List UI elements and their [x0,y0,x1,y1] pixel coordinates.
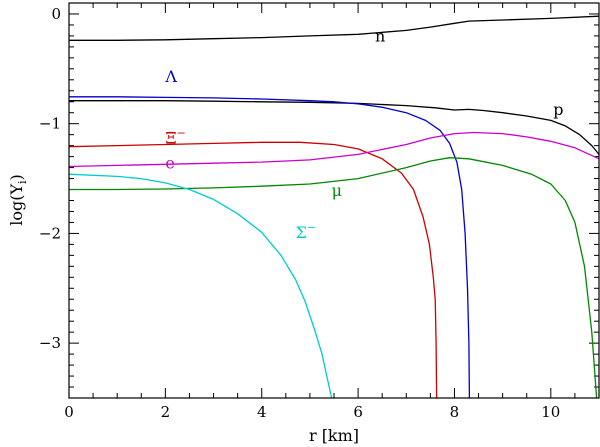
series-label-5: μ [332,181,342,200]
y-tick-label: 0 [51,5,61,23]
series-line-6 [68,173,333,399]
series-label-3: Ξ− [165,126,185,147]
series-line-0 [69,15,600,41]
series-labels: n p Λ Ξ− e μ Σ− [164,26,563,241]
x-tick-label: 2 [161,403,171,421]
x-tick-label: 0 [64,403,74,421]
y-tick-label: −3 [39,334,61,352]
y-axis-label: log(Yi) [7,174,29,226]
plot-frame [68,2,600,399]
x-axis-label: r [km] [309,426,359,445]
x-tick-label: 10 [541,403,560,421]
series-line-5 [69,157,598,399]
axes: 0 2 4 6 8 10 0 −1 −2 −3 [39,2,600,421]
y-axis-label-subscript: i [16,180,29,184]
x-tick-label: 6 [353,403,363,421]
y-axis-label-main: log(Y [7,184,26,226]
x-tick-label: 8 [450,403,460,421]
y-tick-label: −2 [39,224,61,242]
y-axis-label-close: ) [7,174,26,180]
series-line-3 [68,141,438,399]
series-line-2 [69,96,471,399]
series-label-1: p [553,100,563,119]
series-label-2: Λ [164,67,177,86]
series-line-1 [69,100,600,155]
series-label-0: n [375,26,385,45]
series-line-4 [68,131,600,168]
x-tick-label: 4 [257,403,267,421]
series-label-6: Σ− [295,221,316,242]
y-tick-label: −1 [39,115,61,133]
series-lines [68,15,600,399]
series-label-4: e [165,154,174,173]
